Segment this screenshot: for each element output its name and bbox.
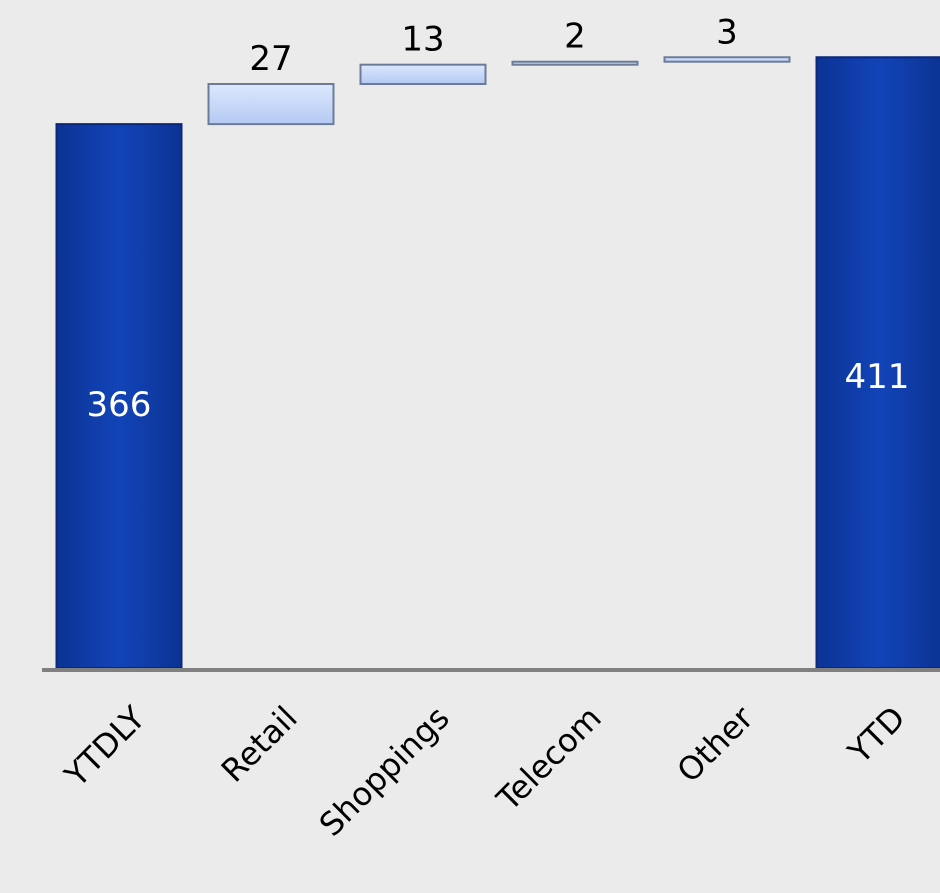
- bars-layer: [55, 56, 940, 669]
- data-label-telecom: 2: [564, 17, 586, 57]
- data-label-ytdly: 366: [87, 385, 152, 425]
- category-label-ytd: YTD: [840, 699, 913, 772]
- bar-retail: [207, 83, 335, 126]
- data-labels-layer: 366 27 13 2 3 411: [87, 12, 910, 425]
- data-label-ytd: 411: [845, 357, 910, 397]
- data-label-retail: 27: [249, 39, 292, 79]
- bar-ytdly: [55, 123, 183, 669]
- category-label-telecom: Telecom: [489, 699, 609, 819]
- category-label-retail: Retail: [214, 699, 305, 790]
- category-label-shoppings: Shoppings: [312, 699, 457, 844]
- category-label-ytdly: YTDLY: [57, 698, 153, 794]
- data-label-shoppings: 13: [401, 20, 444, 60]
- category-labels-layer: YTDLY Retail Shoppings Telecom Other YTD: [57, 698, 913, 844]
- bar-ytd: [815, 56, 940, 669]
- data-label-other: 3: [716, 12, 738, 52]
- category-label-other: Other: [670, 698, 762, 790]
- bar-telecom: [511, 60, 639, 66]
- bar-shoppings: [359, 63, 487, 86]
- bar-other: [663, 56, 791, 63]
